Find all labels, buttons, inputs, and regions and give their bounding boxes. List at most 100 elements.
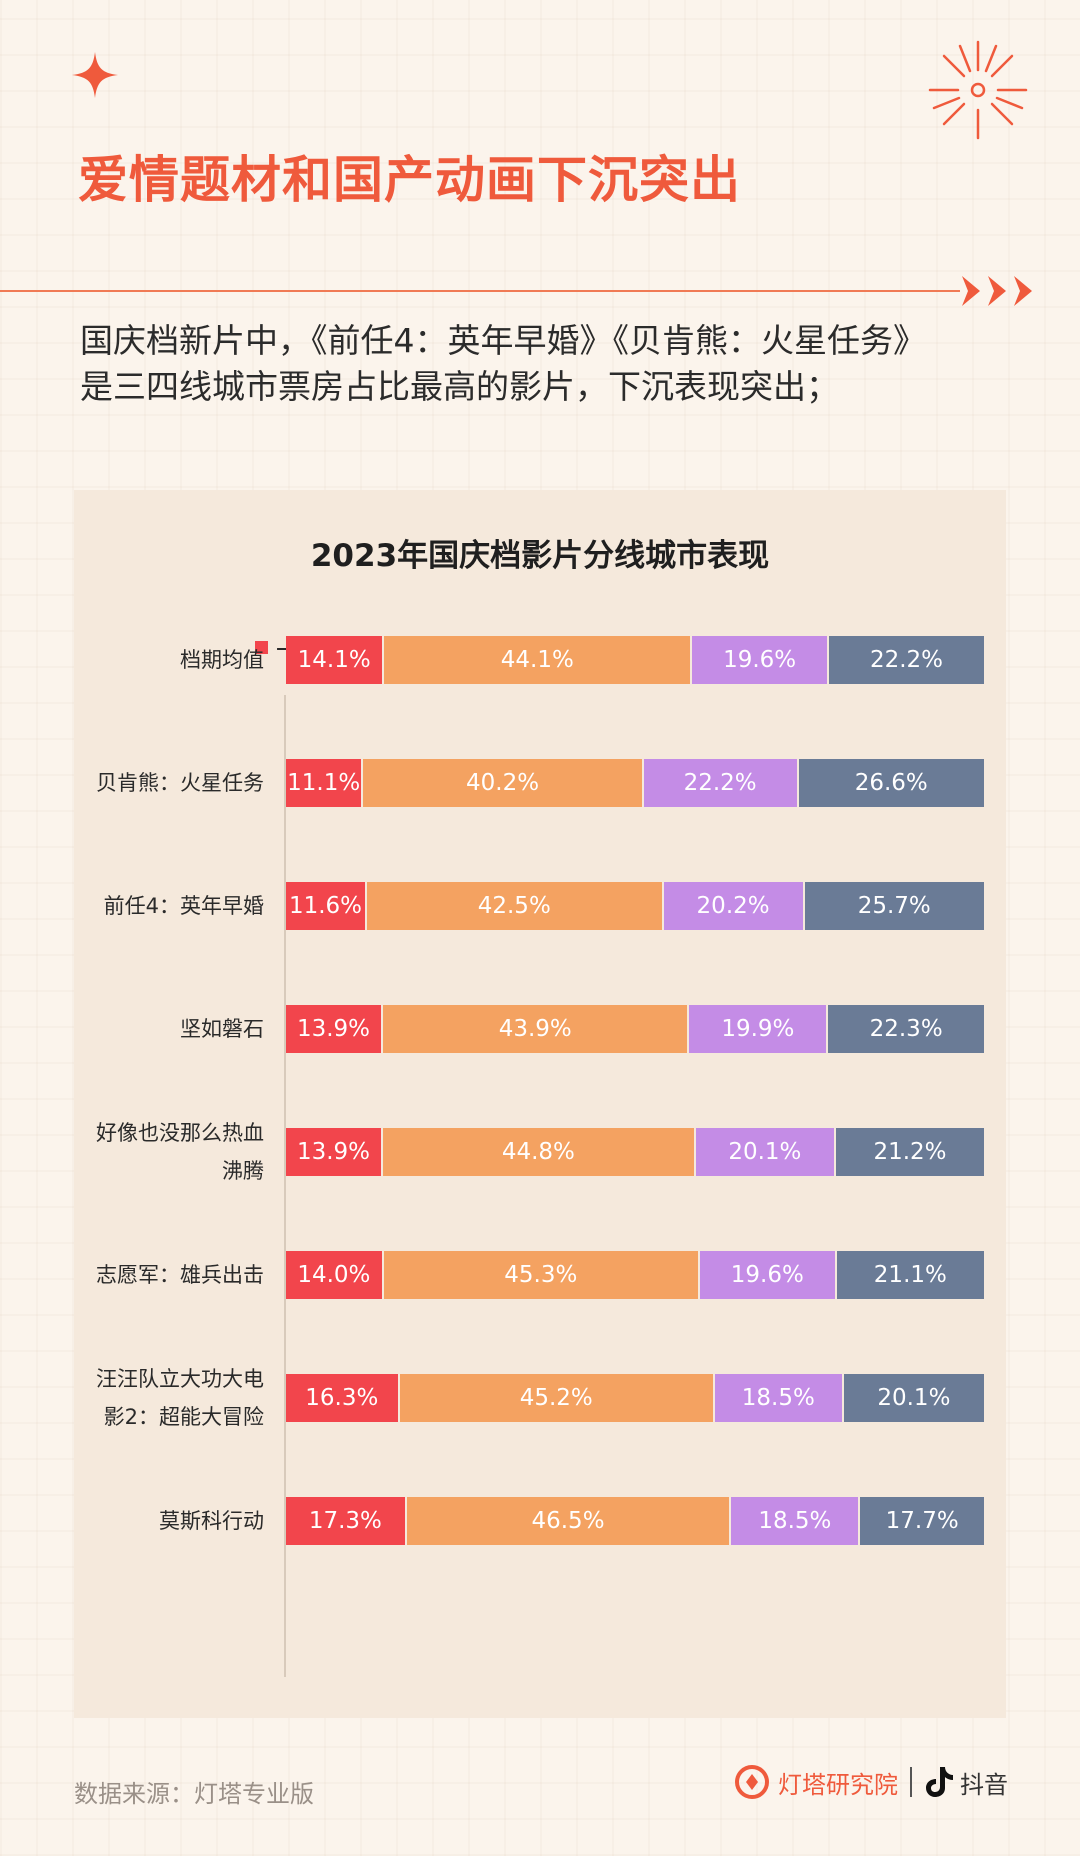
data-label: 22.2%: [683, 770, 757, 796]
brand-douyin: 抖音: [960, 1770, 1008, 1799]
data-label: 13.9%: [296, 1016, 371, 1042]
legend-swatch: [255, 641, 268, 654]
bar-segment: 11.6%: [286, 882, 367, 930]
subtitle-line: 是三四线城市票房占比最高的影片，下沉表现突出；: [80, 367, 839, 406]
data-label: 45.2%: [519, 1385, 593, 1411]
chart-card: 2023年国庆档影片分线城市表现 一线城市二线城市三线城市四线城市 档期均值14…: [74, 490, 1006, 1718]
stacked-bar: 16.3% 45.2% 18.5% 20.1%: [286, 1374, 984, 1422]
bar-segment: 13.9%: [286, 1128, 384, 1176]
bar-segment: 26.6%: [798, 759, 984, 807]
data-label: 20.2%: [696, 893, 770, 919]
stacked-bar: 13.9% 43.9% 19.9% 22.3%: [286, 1005, 984, 1053]
row-label-line: 志愿军：雄兵出击: [96, 1263, 264, 1287]
row-label-line: 汪汪队立大功大电: [96, 1367, 264, 1391]
stacked-bar: 14.0% 45.3% 19.6% 21.1%: [286, 1251, 984, 1299]
row-label: 汪汪队立大功大电影2：超能大冒险: [74, 1358, 264, 1438]
data-label: 22.3%: [869, 1016, 943, 1042]
data-label: 18.5%: [758, 1508, 832, 1534]
row-label: 志愿军：雄兵出击: [74, 1235, 264, 1315]
firework-icon: [928, 40, 1028, 140]
subtitle-line: 国庆档新片中，《前任4：英年早婚》《贝肯熊：火星任务》: [80, 321, 926, 360]
bar-segment: 42.5%: [366, 882, 664, 930]
data-label: 40.2%: [466, 770, 540, 796]
data-label: 14.1%: [297, 647, 371, 673]
data-label: 13.9%: [296, 1139, 371, 1165]
bar-segment: 13.9%: [286, 1005, 384, 1053]
bar-segment: 14.0%: [286, 1251, 384, 1299]
bar-segment: 19.6%: [699, 1251, 837, 1299]
bar-segment: 45.3%: [383, 1251, 700, 1299]
bar-segment: 16.3%: [286, 1374, 400, 1422]
bar-segment: 20.1%: [695, 1128, 837, 1176]
data-label: 11.6%: [288, 893, 363, 919]
row-label-line: 好像也没那么热血: [96, 1121, 264, 1145]
row-label-line: 前任4：英年早婚: [103, 894, 264, 918]
footer-brand: 灯塔研究院 抖音: [734, 1764, 1008, 1800]
row-label-line: 沸腾: [222, 1159, 264, 1183]
data-label: 44.8%: [501, 1139, 575, 1165]
data-label: 14.0%: [297, 1262, 371, 1288]
row-label-line: 影2：超能大冒险: [103, 1405, 264, 1429]
data-label: 19.9%: [721, 1016, 795, 1042]
bar-segment: 17.7%: [860, 1497, 984, 1545]
bar-segment: 21.1%: [836, 1251, 984, 1299]
bar-segment: 22.2%: [829, 636, 984, 684]
triple-arrow-icon: [962, 276, 1032, 306]
row-label: 贝肯熊：火星任务: [74, 743, 264, 823]
data-label: 17.3%: [308, 1508, 382, 1534]
bar-segment: 44.1%: [384, 636, 693, 684]
chart-title: 2023年国庆档影片分线城市表现: [310, 538, 770, 574]
data-label: 26.6%: [854, 770, 928, 796]
data-label: 20.1%: [728, 1139, 802, 1165]
douyin-logo-icon: [926, 1767, 953, 1797]
data-label: 45.3%: [504, 1262, 578, 1288]
stacked-bar: 14.1% 44.1% 19.6% 22.2%: [286, 636, 984, 684]
row-label: 前任4：英年早婚: [74, 866, 264, 946]
data-label: 17.7%: [885, 1508, 959, 1534]
bar-segment: 14.1%: [286, 636, 385, 684]
brand-separator: [910, 1767, 912, 1797]
bar-segment: 45.2%: [399, 1374, 715, 1422]
data-label: 43.9%: [498, 1016, 572, 1042]
brand-dengta: 灯塔研究院: [778, 1770, 898, 1799]
data-label: 19.6%: [730, 1262, 804, 1288]
stacked-bar: 11.1% 40.2% 22.2% 26.6%: [286, 759, 984, 807]
data-label: 18.5%: [741, 1385, 815, 1411]
y-axis-line: [284, 695, 286, 1677]
data-label: 20.1%: [877, 1385, 951, 1411]
stacked-bar: 17.3% 46.5% 18.5% 17.7%: [286, 1497, 984, 1545]
data-label: 22.2%: [869, 647, 944, 673]
subtitle: 国庆档新片中，《前任4：英年早婚》《贝肯熊：火星任务》 是三四线城市票房占比最高…: [80, 318, 1020, 410]
bar-segment: 18.5%: [714, 1374, 844, 1422]
row-label: 好像也没那么热血沸腾: [74, 1112, 264, 1192]
data-label: 11.1%: [287, 770, 361, 796]
page-title: 爱情题材和国产动画下沉突出: [78, 151, 741, 209]
stacked-bar: 13.9% 44.8% 20.1% 21.2%: [286, 1128, 984, 1176]
bar-segment: 43.9%: [383, 1005, 690, 1053]
bar-segment: 22.3%: [828, 1005, 984, 1053]
bar-segment: 17.3%: [286, 1497, 407, 1545]
bar-segment: 22.2%: [643, 759, 799, 807]
data-label: 21.2%: [873, 1139, 947, 1165]
stacked-bar: 11.6% 42.5% 20.2% 25.7%: [286, 882, 984, 930]
data-source: 数据来源：灯塔专业版: [74, 1780, 314, 1808]
bar-segment: 20.2%: [663, 882, 805, 930]
row-label: 坚如磐石: [74, 989, 264, 1069]
bar-segment: 19.6%: [692, 636, 830, 684]
row-label: 档期均值: [74, 620, 264, 700]
row-label-line: 贝肯熊：火星任务: [96, 771, 264, 795]
bar-segment: 11.1%: [286, 759, 364, 807]
row-label: 莫斯科行动: [74, 1481, 264, 1561]
title-divider: [0, 290, 960, 292]
bar-segment: 18.5%: [731, 1497, 861, 1545]
dengta-logo-icon: [735, 1765, 769, 1799]
data-label: 21.1%: [873, 1262, 947, 1288]
data-label: 46.5%: [531, 1508, 605, 1534]
row-label-line: 莫斯科行动: [159, 1509, 264, 1533]
row-label-line: 坚如磐石: [180, 1017, 264, 1041]
data-label: 25.7%: [857, 893, 931, 919]
bar-segment: 19.9%: [689, 1005, 829, 1053]
data-label: 42.5%: [477, 893, 551, 919]
sparkle-icon: [72, 52, 118, 98]
data-label: 44.1%: [500, 647, 574, 673]
